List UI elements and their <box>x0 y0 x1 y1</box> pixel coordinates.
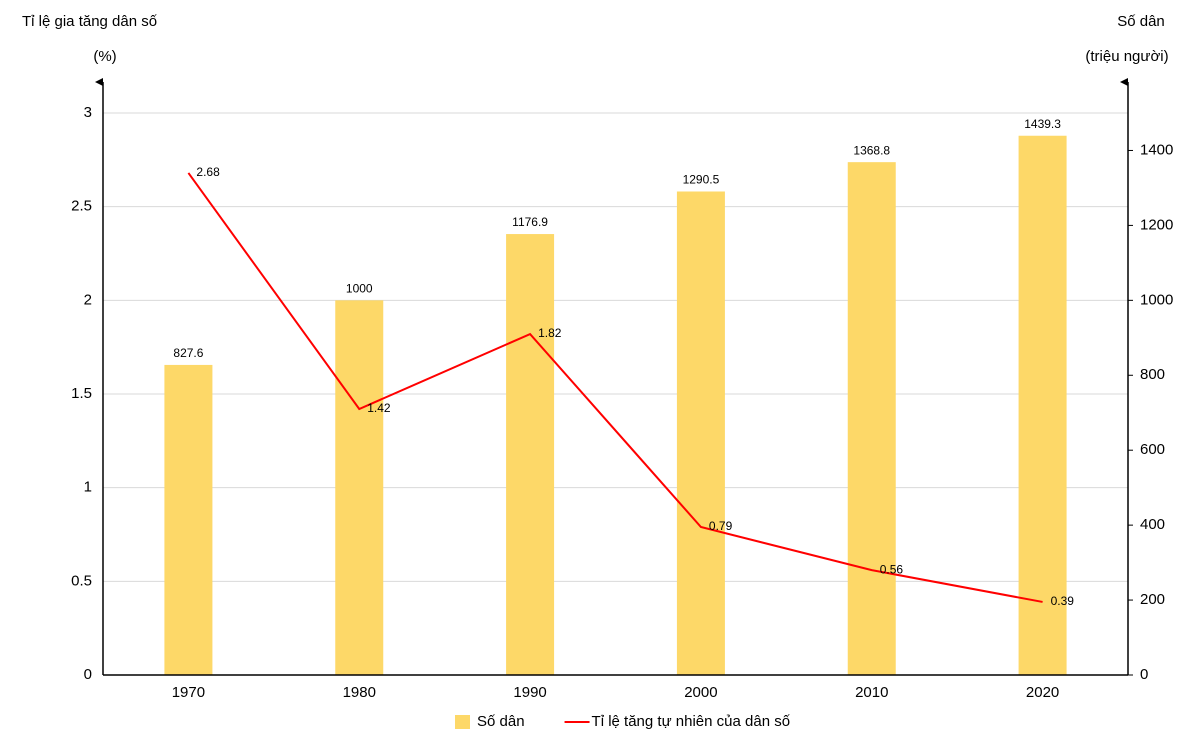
line-value-label: 0.79 <box>709 519 733 533</box>
y-axis-unit: (%) <box>93 48 116 65</box>
legend-swatch <box>455 715 470 729</box>
bar-value-label: 1000 <box>346 282 373 296</box>
x-tick-label: 1970 <box>172 684 205 701</box>
bar-value-label: 827.6 <box>173 346 203 360</box>
y2-tick-label: 200 <box>1140 591 1165 608</box>
bar <box>676 191 725 675</box>
bar <box>164 364 213 675</box>
x-tick-label: 2020 <box>1026 684 1059 701</box>
bar-value-label: 1176.9 <box>512 215 548 229</box>
x-tick-label: 1980 <box>343 684 376 701</box>
y-tick-label: 1.5 <box>71 385 92 402</box>
line-value-label: 0.39 <box>1051 594 1075 608</box>
y2-tick-label: 800 <box>1140 366 1165 383</box>
bar-value-label: 1368.8 <box>853 143 890 157</box>
y-tick-label: 0.5 <box>71 572 92 589</box>
x-tick-label: 1990 <box>513 684 546 701</box>
bar <box>1018 135 1067 676</box>
bar <box>506 234 555 675</box>
y2-tick-label: 0 <box>1140 666 1148 683</box>
legend-label: Số dân <box>477 713 525 730</box>
x-tick-label: 2000 <box>684 684 717 701</box>
bar <box>847 162 896 676</box>
bar-value-label: 1439.3 <box>1024 117 1061 131</box>
y-tick-label: 3 <box>84 104 92 121</box>
y2-axis-title: Số dân <box>1117 13 1165 30</box>
y-tick-label: 2.5 <box>71 198 92 215</box>
legend-label: Tỉ lệ tăng tự nhiên của dân số <box>592 713 791 730</box>
line-value-label: 1.82 <box>538 326 562 340</box>
y-axis-title: Tỉ lệ gia tăng dân số <box>22 13 158 30</box>
y2-axis-unit: (triệu người) <box>1085 48 1168 65</box>
y2-tick-label: 1200 <box>1140 216 1173 233</box>
line-value-label: 1.42 <box>367 401 391 415</box>
y2-tick-label: 1400 <box>1140 141 1173 158</box>
line <box>187 172 1043 603</box>
y2-tick-label: 600 <box>1140 441 1165 458</box>
y2-tick-label: 400 <box>1140 516 1165 533</box>
bar <box>335 300 384 675</box>
y-tick-label: 0 <box>84 666 92 683</box>
y2-tick-label: 1000 <box>1140 291 1173 308</box>
x-tick-label: 2010 <box>855 684 888 701</box>
bar-value-label: 1290.5 <box>683 173 720 187</box>
line-value-label: 0.56 <box>880 562 904 576</box>
y-tick-label: 1 <box>84 479 92 496</box>
y-tick-label: 2 <box>84 291 92 308</box>
line-value-label: 2.68 <box>196 165 220 179</box>
